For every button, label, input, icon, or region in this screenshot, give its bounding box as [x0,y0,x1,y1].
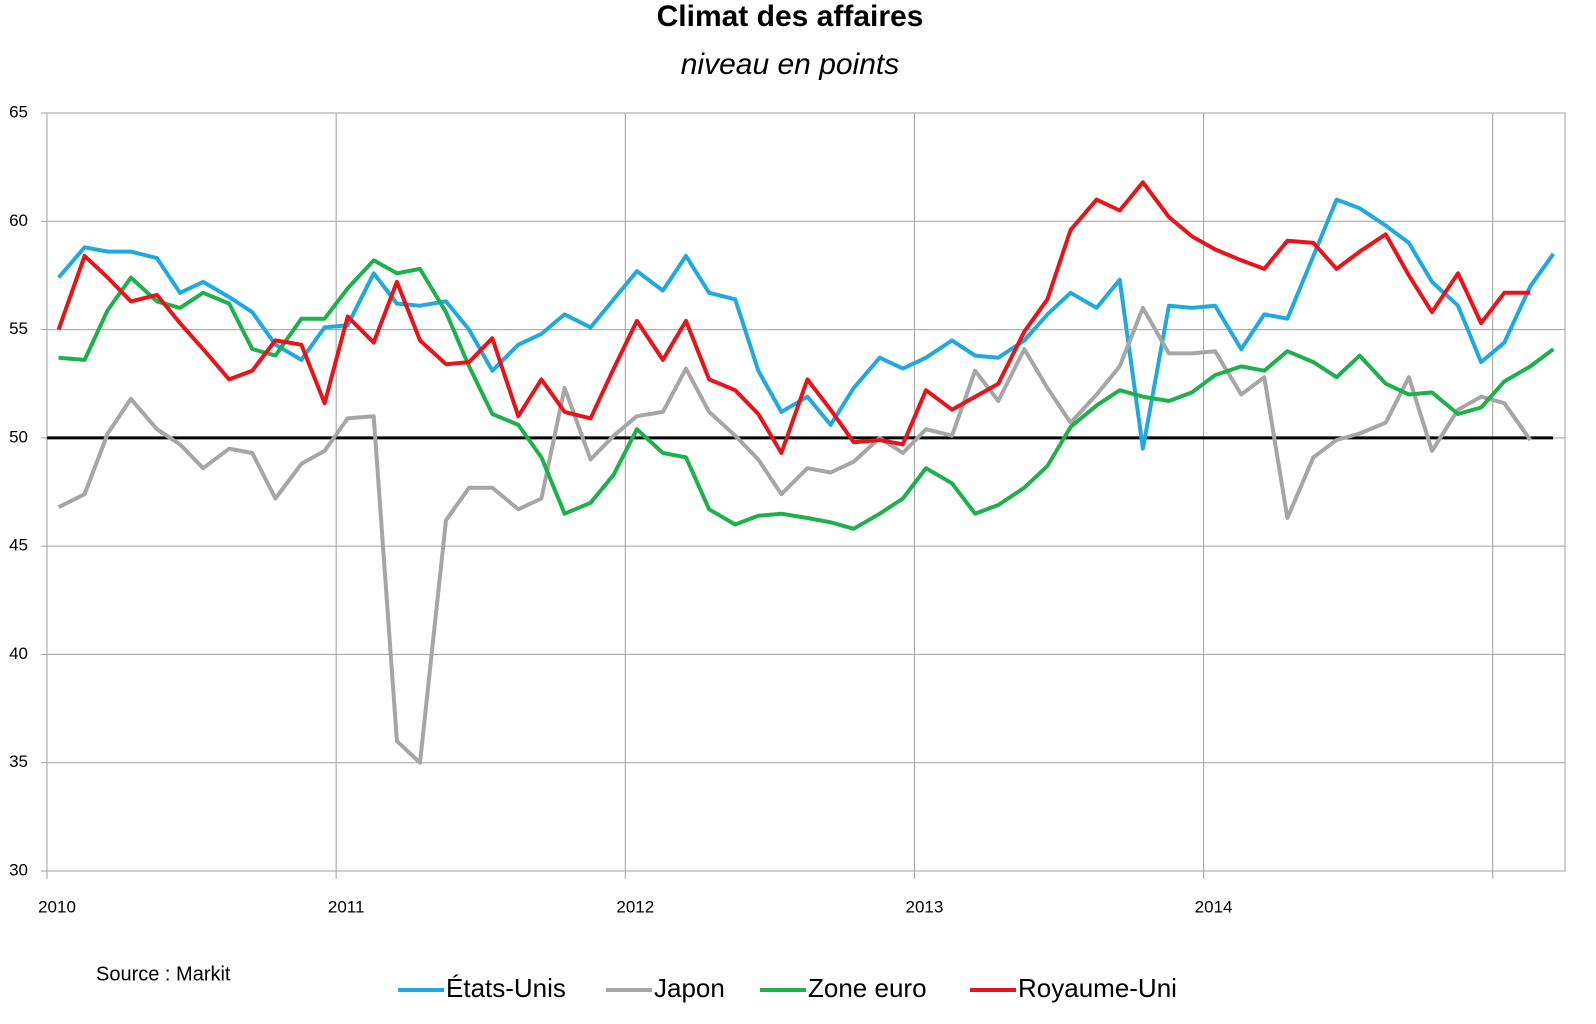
chart-subtitle: niveau en points [681,48,900,81]
y-tick-label: 55 [9,319,28,338]
source-note: Source : Markit [96,963,231,985]
y-tick-label: 45 [9,536,28,555]
y-tick-label: 60 [9,211,28,230]
y-tick-label: 30 [9,860,28,879]
x-tick-label: 2012 [616,897,654,916]
x-tick-label: 2014 [1195,897,1233,916]
chart-title: Climat des affaires [657,0,924,33]
legend-label: Japon [654,973,725,1003]
y-tick-label: 40 [9,644,28,663]
series-line [57,197,1556,451]
x-tick-label: 2013 [906,897,944,916]
y-tick-label: 65 [9,102,28,121]
x-tick-label: 2010 [38,897,76,916]
y-tick-label: 35 [9,752,28,771]
series-line [58,258,1555,531]
x-tick-label: 2011 [328,897,365,916]
series-line [56,180,1531,455]
legend-label: Zone euro [808,973,927,1003]
legend-label: Royaume-Uni [1018,973,1177,1003]
series-line [57,305,1532,765]
y-tick-label: 50 [9,427,28,446]
legend-label: États-Unis [446,973,566,1003]
plot-area [46,112,1566,872]
